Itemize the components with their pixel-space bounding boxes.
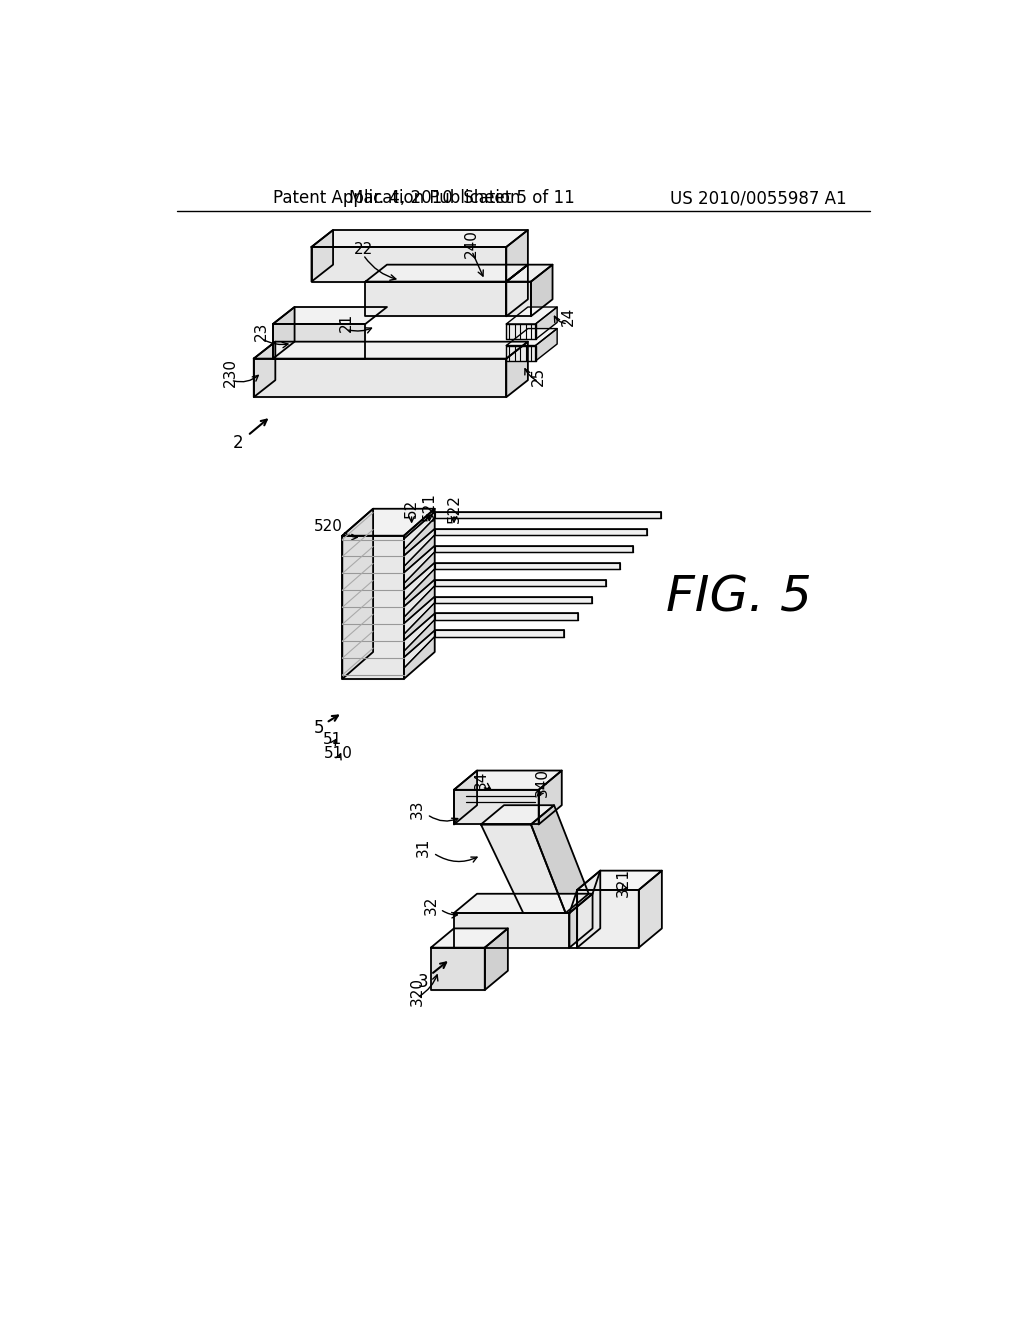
Polygon shape	[431, 948, 484, 990]
Polygon shape	[435, 545, 634, 552]
Polygon shape	[454, 913, 569, 948]
Text: FIG. 5: FIG. 5	[666, 573, 812, 622]
Text: 24: 24	[560, 306, 575, 326]
Text: 33: 33	[410, 800, 425, 818]
Polygon shape	[342, 508, 373, 678]
Polygon shape	[366, 264, 528, 281]
Polygon shape	[311, 230, 528, 247]
Polygon shape	[273, 308, 295, 359]
Polygon shape	[578, 871, 662, 890]
Polygon shape	[403, 512, 435, 549]
Polygon shape	[454, 894, 593, 913]
Polygon shape	[454, 771, 477, 825]
Polygon shape	[403, 579, 435, 618]
Polygon shape	[254, 342, 528, 359]
Text: 321: 321	[615, 867, 631, 896]
Polygon shape	[536, 308, 557, 339]
Polygon shape	[506, 264, 553, 281]
Polygon shape	[481, 805, 554, 825]
Polygon shape	[578, 871, 600, 948]
Polygon shape	[273, 308, 387, 323]
Polygon shape	[506, 342, 528, 397]
Text: Mar. 4, 2010  Sheet 5 of 11: Mar. 4, 2010 Sheet 5 of 11	[349, 190, 574, 207]
Polygon shape	[366, 281, 506, 317]
Text: 51: 51	[323, 733, 342, 747]
Text: 2: 2	[233, 434, 244, 453]
Polygon shape	[435, 512, 662, 517]
Polygon shape	[311, 247, 506, 281]
Text: 240: 240	[464, 228, 479, 257]
Polygon shape	[506, 308, 557, 323]
Text: Patent Application Publication: Patent Application Publication	[273, 190, 520, 207]
Text: 3: 3	[418, 973, 428, 991]
Polygon shape	[435, 614, 578, 619]
Text: 230: 230	[223, 358, 239, 387]
Text: 522: 522	[446, 494, 462, 523]
Polygon shape	[578, 890, 639, 948]
Text: 320: 320	[410, 977, 425, 1006]
Polygon shape	[506, 323, 536, 339]
Polygon shape	[435, 562, 620, 569]
Polygon shape	[273, 323, 366, 359]
Polygon shape	[484, 928, 508, 990]
Polygon shape	[506, 281, 531, 317]
Text: 34: 34	[473, 771, 488, 791]
Polygon shape	[403, 597, 435, 635]
Text: 340: 340	[535, 768, 550, 796]
Text: 31: 31	[416, 838, 431, 857]
Polygon shape	[403, 614, 435, 651]
Text: 510: 510	[324, 746, 353, 762]
Polygon shape	[506, 264, 528, 317]
Polygon shape	[311, 230, 333, 281]
Polygon shape	[569, 894, 593, 948]
Text: 52: 52	[404, 499, 419, 519]
Polygon shape	[435, 529, 647, 535]
Text: 23: 23	[254, 322, 269, 342]
Text: 5: 5	[314, 719, 325, 737]
Polygon shape	[539, 771, 562, 825]
Polygon shape	[435, 579, 605, 586]
Polygon shape	[403, 529, 435, 566]
Text: 22: 22	[353, 242, 373, 257]
Polygon shape	[403, 545, 435, 583]
Text: 520: 520	[314, 519, 343, 535]
Polygon shape	[639, 871, 662, 948]
Polygon shape	[254, 342, 275, 397]
Polygon shape	[431, 928, 508, 948]
Text: 521: 521	[422, 492, 437, 521]
Polygon shape	[531, 805, 589, 913]
Text: 25: 25	[531, 367, 546, 385]
Polygon shape	[403, 562, 435, 601]
Polygon shape	[342, 508, 435, 536]
Polygon shape	[506, 346, 536, 360]
Text: US 2010/0055987 A1: US 2010/0055987 A1	[670, 190, 846, 207]
Polygon shape	[454, 771, 562, 789]
Polygon shape	[506, 329, 557, 346]
Polygon shape	[536, 329, 557, 360]
Polygon shape	[342, 536, 403, 678]
Polygon shape	[435, 631, 564, 636]
Text: 21: 21	[339, 313, 353, 333]
Polygon shape	[454, 789, 539, 825]
Polygon shape	[403, 508, 435, 678]
Polygon shape	[506, 230, 528, 281]
Polygon shape	[481, 825, 565, 913]
Polygon shape	[531, 264, 553, 317]
Polygon shape	[254, 359, 506, 397]
Text: 32: 32	[423, 895, 438, 915]
Polygon shape	[435, 597, 592, 603]
Polygon shape	[403, 631, 435, 668]
